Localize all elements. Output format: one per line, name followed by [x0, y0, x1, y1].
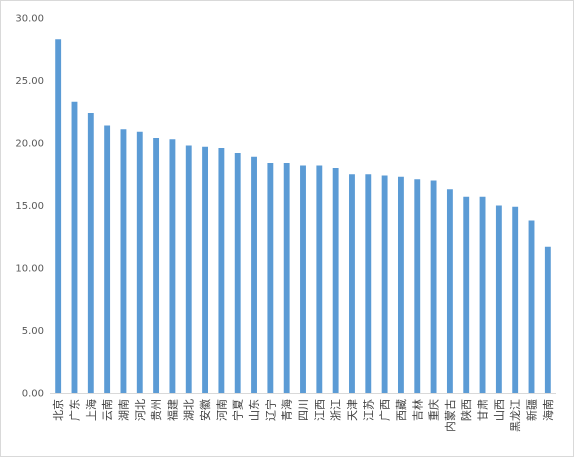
x-category-label: 海南 [541, 399, 555, 421]
y-tick-label: 20.00 [15, 139, 44, 150]
bars [55, 39, 551, 393]
x-category-label: 山东 [248, 399, 261, 421]
x-category-label: 广西 [379, 399, 392, 421]
bar [512, 206, 519, 393]
x-category-label: 新疆 [525, 399, 539, 421]
bar [528, 220, 535, 393]
y-tick-label: 15.00 [15, 201, 44, 212]
bar [55, 39, 62, 393]
x-category-label: 内蒙古 [443, 399, 457, 432]
x-category-label: 广东 [68, 399, 81, 421]
bar [381, 175, 388, 393]
bar [544, 246, 551, 393]
bar [185, 145, 192, 393]
x-category-label: 西藏 [395, 399, 408, 421]
x-category-label: 湖南 [117, 399, 130, 421]
y-tick-label: 30.00 [15, 14, 44, 25]
bar [267, 163, 274, 393]
x-category-label: 江西 [313, 399, 326, 421]
x-category-label: 陕西 [459, 399, 473, 421]
x-category-label: 福建 [165, 399, 179, 421]
bar [316, 165, 323, 393]
x-category-label: 甘肃 [477, 399, 490, 421]
bar [414, 179, 421, 393]
bar [251, 156, 257, 393]
x-category-label: 浙江 [330, 399, 343, 421]
x-category-label: 上海 [84, 399, 98, 421]
bar [283, 163, 290, 393]
bar [463, 196, 470, 393]
x-category-label: 四川 [297, 399, 310, 421]
x-category-label: 河北 [134, 399, 147, 421]
x-category-label: 青海 [280, 399, 294, 421]
bar [446, 189, 453, 393]
bar [153, 138, 160, 393]
y-tick-label: 0.00 [22, 389, 44, 400]
x-category-label: 河南 [215, 399, 228, 421]
x-category-label: 江苏 [362, 399, 375, 421]
bar [169, 139, 176, 393]
y-tick-label: 5.00 [22, 326, 44, 337]
x-category-label: 辽宁 [263, 399, 277, 421]
x-category-label: 安徽 [198, 399, 212, 421]
bar [104, 125, 111, 393]
bar [120, 129, 127, 393]
x-category-label: 吉林 [410, 399, 424, 421]
x-category-label: 贵州 [150, 399, 163, 421]
x-category-label: 天津 [346, 399, 359, 421]
bar [234, 153, 241, 393]
x-category-label: 云南 [101, 399, 114, 421]
x-category-label: 宁夏 [231, 399, 245, 421]
y-axis-ticks: 0.00 5.00 10.00 15.00 20.00 25.00 30.00 [15, 14, 44, 400]
x-axis-labels: 北京 广东 上海 云南 湖南 河北 贵州 福建 湖北 安徽 河南 宁夏 山东 辽宁 青海 四川 江西 浙江 天津 江苏… [51, 399, 555, 432]
bar [218, 148, 225, 393]
bar [202, 146, 209, 393]
x-category-label: 北京 [51, 399, 65, 421]
bar [300, 165, 306, 393]
bar [495, 205, 502, 393]
x-category-label: 山西 [493, 399, 506, 421]
bar [479, 196, 486, 393]
bar [71, 101, 78, 393]
bar [332, 168, 339, 393]
x-category-label: 重庆 [427, 399, 441, 421]
bar [365, 174, 372, 393]
bar [349, 174, 355, 393]
y-tick-label: 10.00 [15, 264, 44, 275]
bar [430, 180, 437, 393]
y-tick-label: 25.00 [15, 76, 44, 87]
bar [397, 176, 404, 393]
x-category-label: 黑龙江 [509, 399, 522, 432]
bar [87, 113, 94, 393]
x-category-label: 湖北 [183, 399, 196, 421]
bar [136, 131, 143, 393]
